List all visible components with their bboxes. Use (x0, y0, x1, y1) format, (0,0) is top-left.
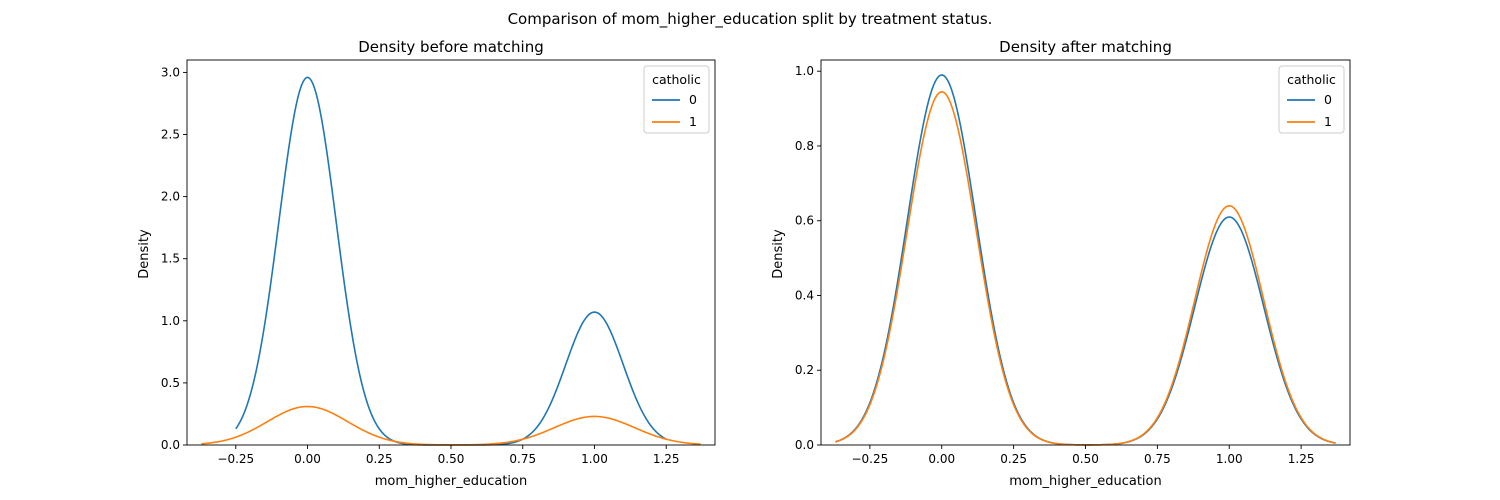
y-tick-label: 0.5 (161, 376, 180, 390)
y-tick-label: 2.0 (161, 190, 180, 204)
y-tick-label: 0.4 (795, 288, 814, 302)
x-tick-label: 0.75 (1144, 452, 1171, 466)
y-tick-label: 0.6 (795, 214, 814, 228)
y-tick-label: 0.0 (795, 438, 814, 452)
y-tick-label: 0.8 (795, 139, 814, 153)
y-tick-label: 2.5 (161, 128, 180, 142)
y-tick-label: 1.0 (795, 64, 814, 78)
x-tick-label: 0.25 (366, 452, 393, 466)
chart-title: Density before matching (358, 38, 543, 56)
axes-frame (186, 59, 716, 446)
panel-before-matching: Density before matching −0.25 0.00 0.25 0.5… (137, 38, 716, 489)
legend-title: catholic (1287, 72, 1336, 87)
legend-label-1: 1 (1324, 114, 1332, 129)
x-tick-label: 1.00 (581, 452, 608, 466)
density-curve-1 (201, 405, 701, 446)
density-curve-0 (235, 76, 667, 446)
legend-label-1: 1 (689, 114, 697, 129)
x-tick-label: 0.75 (509, 452, 536, 466)
x-tick-label: −0.25 (217, 452, 254, 466)
chart-title: Density after matching (999, 38, 1172, 56)
x-tick-label: 0.00 (294, 452, 321, 466)
y-axis-label: Density (137, 229, 152, 279)
y-tick-label: 3.0 (161, 65, 180, 79)
legend-title: catholic (652, 72, 701, 87)
x-tick-label: −0.25 (851, 452, 888, 466)
x-tick-label: 0.25 (1000, 452, 1027, 466)
x-axis-label: mom_higher_education (375, 474, 527, 489)
axes-frame (820, 59, 1351, 446)
panel-after-matching: Density after matching −0.25 0.00 0.25 0.50… (771, 38, 1351, 489)
x-tick-label: 1.25 (653, 452, 680, 466)
density-curve-1 (835, 90, 1336, 446)
y-tick-label: 0.0 (161, 438, 180, 452)
legend: catholic 0 1 (1278, 65, 1345, 134)
legend: catholic 0 1 (643, 65, 710, 134)
figure-suptitle: Comparison of mom_higher_education split… (508, 10, 993, 29)
x-axis-label: mom_higher_education (1009, 474, 1161, 489)
y-tick-label: 0.2 (795, 363, 814, 377)
x-tick-label: 1.00 (1216, 452, 1243, 466)
x-tick-label: 0.00 (928, 452, 955, 466)
x-tick-label: 1.25 (1288, 452, 1315, 466)
plot-area: −0.25 0.00 0.25 0.50 0.75 1.00 1.25 0.0 0.5 1.0 1.… (161, 59, 716, 466)
y-tick-label: 1.0 (161, 314, 180, 328)
y-axis-label: Density (771, 229, 786, 279)
x-tick-label: 0.50 (1072, 452, 1099, 466)
plot-area: −0.25 0.00 0.25 0.50 0.75 1.00 1.250.00.20.40.… (795, 59, 1351, 466)
y-tick-label: 1.5 (161, 252, 180, 266)
density-curve-0 (835, 74, 1336, 446)
legend-label-0: 0 (689, 92, 697, 107)
legend-label-0: 0 (1324, 92, 1332, 107)
x-tick-label: 0.50 (438, 452, 465, 466)
